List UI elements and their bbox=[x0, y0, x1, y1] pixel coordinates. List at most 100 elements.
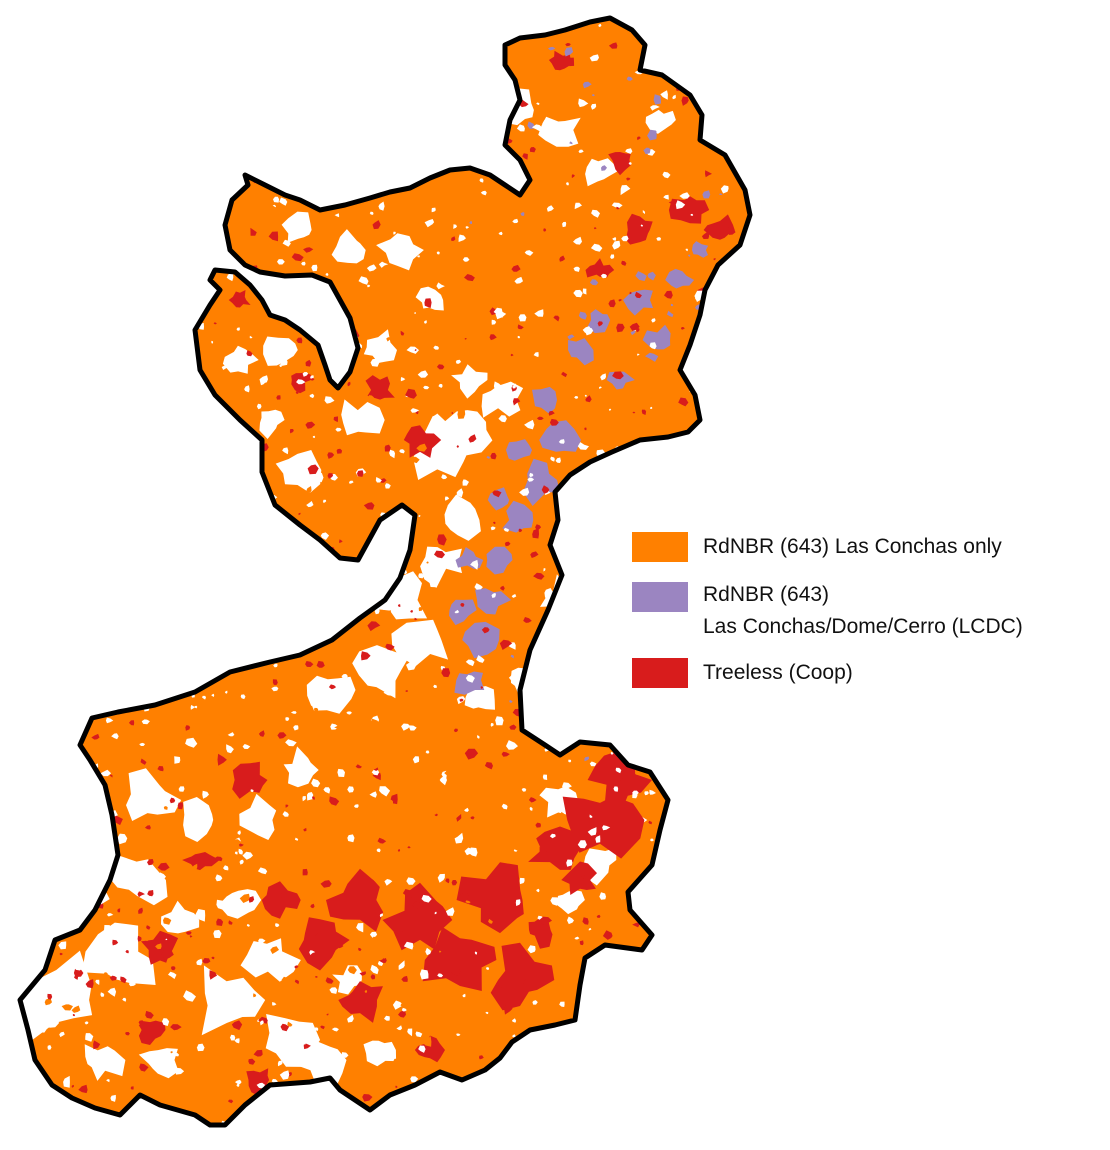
speckle bbox=[748, 1104, 750, 1112]
speckle bbox=[87, 654, 96, 665]
speckle bbox=[576, 1101, 580, 1106]
speckle bbox=[196, 958, 203, 966]
speckle bbox=[573, 503, 577, 507]
speckle bbox=[638, 484, 644, 489]
speckle bbox=[158, 872, 166, 881]
speckle bbox=[212, 141, 216, 145]
speckle bbox=[359, 66, 366, 71]
speckle bbox=[595, 958, 600, 964]
speckle bbox=[22, 903, 27, 907]
speckle bbox=[626, 76, 633, 81]
speckle bbox=[285, 633, 288, 636]
speckle bbox=[61, 780, 66, 783]
speckle bbox=[376, 848, 381, 853]
speckle bbox=[656, 237, 661, 241]
speckle bbox=[528, 797, 537, 803]
speckle bbox=[221, 365, 228, 370]
speckle bbox=[134, 475, 141, 483]
speckle bbox=[237, 962, 241, 965]
speckle bbox=[693, 1076, 700, 1083]
speckle bbox=[206, 185, 214, 192]
speckle bbox=[216, 256, 227, 268]
lcdc-patch bbox=[623, 289, 654, 316]
speckle bbox=[285, 739, 297, 747]
speckle bbox=[737, 883, 746, 891]
speckle bbox=[476, 655, 485, 663]
speckle bbox=[150, 507, 156, 512]
speckle bbox=[651, 318, 656, 323]
speckle bbox=[655, 764, 666, 776]
speckle bbox=[453, 728, 458, 733]
speckle bbox=[362, 1094, 373, 1102]
speckle bbox=[755, 702, 757, 704]
speckle bbox=[333, 416, 338, 423]
speckle bbox=[284, 695, 290, 701]
speckle bbox=[509, 699, 513, 703]
speckle bbox=[697, 997, 703, 1004]
speckle bbox=[256, 403, 262, 410]
unburned-patch bbox=[281, 211, 312, 243]
lcdc-patch bbox=[449, 599, 477, 626]
unburned-patch bbox=[572, 686, 603, 716]
speckle bbox=[735, 336, 743, 343]
speckle bbox=[371, 879, 374, 882]
speckle bbox=[534, 1100, 546, 1112]
speckle bbox=[460, 603, 465, 607]
speckle bbox=[27, 714, 31, 718]
speckle bbox=[533, 1107, 537, 1110]
unburned-patch bbox=[20, 950, 93, 1042]
speckle bbox=[195, 179, 201, 186]
speckle bbox=[432, 521, 441, 528]
speckle bbox=[745, 696, 750, 702]
speckle bbox=[718, 73, 722, 77]
speckle bbox=[690, 882, 698, 891]
speckle bbox=[679, 920, 691, 928]
speckle bbox=[363, 502, 375, 510]
speckle bbox=[256, 1082, 266, 1089]
speckle bbox=[741, 1025, 750, 1034]
speckle bbox=[272, 1002, 277, 1006]
speckle bbox=[464, 807, 469, 812]
speckle bbox=[746, 414, 749, 417]
speckle bbox=[613, 786, 619, 792]
speckle bbox=[236, 327, 240, 331]
speckle bbox=[69, 708, 79, 717]
speckle bbox=[412, 756, 420, 764]
speckle bbox=[285, 804, 289, 808]
speckle bbox=[68, 1107, 74, 1113]
speckle bbox=[277, 259, 285, 265]
speckle bbox=[246, 291, 250, 295]
speckle bbox=[504, 1004, 513, 1015]
speckle bbox=[188, 50, 197, 60]
speckle bbox=[26, 678, 33, 684]
speckle bbox=[668, 200, 676, 205]
speckle bbox=[111, 203, 118, 209]
speckle bbox=[366, 264, 377, 272]
speckle bbox=[274, 550, 277, 553]
speckle bbox=[705, 703, 713, 711]
speckle bbox=[599, 892, 606, 900]
speckle bbox=[334, 213, 340, 218]
speckle bbox=[647, 271, 656, 281]
speckle bbox=[389, 652, 401, 661]
speckle bbox=[194, 539, 203, 548]
speckle bbox=[25, 1120, 29, 1125]
speckle bbox=[418, 607, 423, 612]
speckle bbox=[632, 791, 638, 799]
speckle bbox=[613, 1100, 625, 1110]
speckle bbox=[152, 117, 161, 127]
speckle bbox=[234, 1038, 240, 1044]
speckle bbox=[526, 1068, 533, 1076]
speckle bbox=[316, 194, 324, 205]
speckle bbox=[347, 381, 351, 387]
speckle bbox=[653, 94, 661, 105]
speckle bbox=[501, 751, 510, 757]
speckle bbox=[327, 452, 335, 459]
speckle bbox=[190, 556, 194, 560]
speckle bbox=[698, 1047, 710, 1057]
lcdc-patch bbox=[665, 268, 695, 289]
speckle bbox=[524, 419, 535, 430]
speckle bbox=[732, 917, 741, 925]
speckle bbox=[370, 358, 380, 367]
